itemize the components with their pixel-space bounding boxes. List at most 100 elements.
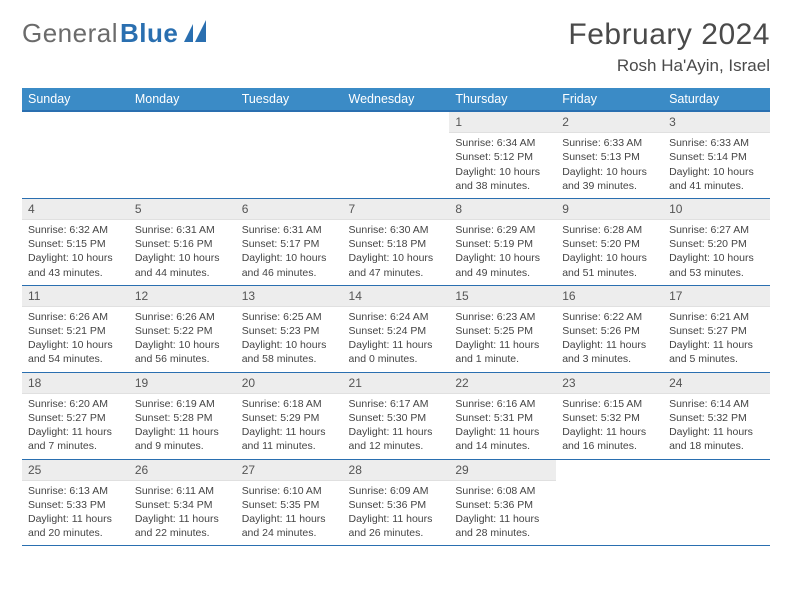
day-details: Sunrise: 6:30 AMSunset: 5:18 PMDaylight:… (343, 220, 450, 285)
day-number (556, 460, 663, 480)
day-details: Sunrise: 6:19 AMSunset: 5:28 PMDaylight:… (129, 394, 236, 459)
sunrise-text: Sunrise: 6:14 AM (669, 397, 764, 411)
day-number: 20 (236, 373, 343, 394)
logo-word-1: General (22, 18, 118, 49)
day-details: Sunrise: 6:10 AMSunset: 5:35 PMDaylight:… (236, 481, 343, 546)
day-details: Sunrise: 6:16 AMSunset: 5:31 PMDaylight:… (449, 394, 556, 459)
calendar-day-cell (22, 111, 129, 198)
calendar-day-cell: 23Sunrise: 6:15 AMSunset: 5:32 PMDayligh… (556, 372, 663, 459)
day-details: Sunrise: 6:22 AMSunset: 5:26 PMDaylight:… (556, 307, 663, 372)
day-number: 23 (556, 373, 663, 394)
sunset-text: Sunset: 5:36 PM (455, 498, 550, 512)
calendar-day-cell (556, 459, 663, 546)
daylight-text: Daylight: 11 hours and 18 minutes. (669, 425, 764, 453)
daylight-text: Daylight: 10 hours and 47 minutes. (349, 251, 444, 279)
sunset-text: Sunset: 5:32 PM (669, 411, 764, 425)
day-number: 7 (343, 199, 450, 220)
sunrise-text: Sunrise: 6:31 AM (135, 223, 230, 237)
calendar-day-cell: 10Sunrise: 6:27 AMSunset: 5:20 PMDayligh… (663, 198, 770, 285)
daylight-text: Daylight: 10 hours and 39 minutes. (562, 165, 657, 193)
day-number: 3 (663, 112, 770, 133)
sunset-text: Sunset: 5:29 PM (242, 411, 337, 425)
sunrise-text: Sunrise: 6:34 AM (455, 136, 550, 150)
day-number: 28 (343, 460, 450, 481)
day-number (236, 112, 343, 132)
day-details: Sunrise: 6:18 AMSunset: 5:29 PMDaylight:… (236, 394, 343, 459)
calendar-day-cell: 14Sunrise: 6:24 AMSunset: 5:24 PMDayligh… (343, 285, 450, 372)
day-details: Sunrise: 6:08 AMSunset: 5:36 PMDaylight:… (449, 481, 556, 546)
sunrise-text: Sunrise: 6:21 AM (669, 310, 764, 324)
daylight-text: Daylight: 11 hours and 3 minutes. (562, 338, 657, 366)
location-subtitle: Rosh Ha'Ayin, Israel (568, 56, 770, 76)
daylight-text: Daylight: 11 hours and 28 minutes. (455, 512, 550, 540)
sunrise-text: Sunrise: 6:27 AM (669, 223, 764, 237)
weekday-header: Tuesday (236, 88, 343, 111)
daylight-text: Daylight: 11 hours and 1 minute. (455, 338, 550, 366)
day-details: Sunrise: 6:11 AMSunset: 5:34 PMDaylight:… (129, 481, 236, 546)
day-number: 13 (236, 286, 343, 307)
sunrise-text: Sunrise: 6:19 AM (135, 397, 230, 411)
day-number: 29 (449, 460, 556, 481)
day-details: Sunrise: 6:33 AMSunset: 5:13 PMDaylight:… (556, 133, 663, 198)
sunset-text: Sunset: 5:36 PM (349, 498, 444, 512)
calendar-day-cell (663, 459, 770, 546)
title-block: February 2024 Rosh Ha'Ayin, Israel (568, 18, 770, 76)
calendar-day-cell: 24 Sunrise: 6:14 AMSunset: 5:32 PMDayligh… (663, 372, 770, 459)
sunrise-text: Sunrise: 6:24 AM (349, 310, 444, 324)
day-number (663, 460, 770, 480)
day-number: 19 (129, 373, 236, 394)
sunset-text: Sunset: 5:21 PM (28, 324, 123, 338)
sunrise-text: Sunrise: 6:15 AM (562, 397, 657, 411)
daylight-text: Daylight: 11 hours and 26 minutes. (349, 512, 444, 540)
sunrise-text: Sunrise: 6:22 AM (562, 310, 657, 324)
calendar-day-cell: 19Sunrise: 6:19 AMSunset: 5:28 PMDayligh… (129, 372, 236, 459)
day-number (129, 112, 236, 132)
calendar-day-cell: 21Sunrise: 6:17 AMSunset: 5:30 PMDayligh… (343, 372, 450, 459)
day-details: Sunrise: 6:15 AMSunset: 5:32 PMDaylight:… (556, 394, 663, 459)
sunset-text: Sunset: 5:33 PM (28, 498, 123, 512)
day-details: Sunrise: 6:28 AMSunset: 5:20 PMDaylight:… (556, 220, 663, 285)
weekday-header: Friday (556, 88, 663, 111)
sunrise-text: Sunrise: 6:10 AM (242, 484, 337, 498)
day-number: 17 (663, 286, 770, 307)
day-details: Sunrise: 6:20 AMSunset: 5:27 PMDaylight:… (22, 394, 129, 459)
sunset-text: Sunset: 5:16 PM (135, 237, 230, 251)
day-number: 15 (449, 286, 556, 307)
daylight-text: Daylight: 11 hours and 22 minutes. (135, 512, 230, 540)
daylight-text: Daylight: 10 hours and 53 minutes. (669, 251, 764, 279)
sunset-text: Sunset: 5:20 PM (562, 237, 657, 251)
calendar-day-cell: 28Sunrise: 6:09 AMSunset: 5:36 PMDayligh… (343, 459, 450, 546)
daylight-text: Daylight: 10 hours and 49 minutes. (455, 251, 550, 279)
day-number: 11 (22, 286, 129, 307)
day-details: Sunrise: 6:17 AMSunset: 5:30 PMDaylight:… (343, 394, 450, 459)
day-details: Sunrise: 6:26 AMSunset: 5:22 PMDaylight:… (129, 307, 236, 372)
logo-word-2: Blue (120, 18, 178, 49)
day-details: Sunrise: 6:33 AMSunset: 5:14 PMDaylight:… (663, 133, 770, 198)
day-details: Sunrise: 6:21 AMSunset: 5:27 PMDaylight:… (663, 307, 770, 372)
sunrise-text: Sunrise: 6:25 AM (242, 310, 337, 324)
sunrise-text: Sunrise: 6:20 AM (28, 397, 123, 411)
sunset-text: Sunset: 5:35 PM (242, 498, 337, 512)
day-number: 24 (663, 373, 770, 394)
day-details: Sunrise: 6:31 AMSunset: 5:16 PMDaylight:… (129, 220, 236, 285)
daylight-text: Daylight: 10 hours and 38 minutes. (455, 165, 550, 193)
day-number: 1 (449, 112, 556, 133)
sunset-text: Sunset: 5:15 PM (28, 237, 123, 251)
day-number: 16 (556, 286, 663, 307)
sunset-text: Sunset: 5:25 PM (455, 324, 550, 338)
daylight-text: Daylight: 11 hours and 11 minutes. (242, 425, 337, 453)
daylight-text: Daylight: 11 hours and 7 minutes. (28, 425, 123, 453)
sunrise-text: Sunrise: 6:30 AM (349, 223, 444, 237)
sunset-text: Sunset: 5:27 PM (669, 324, 764, 338)
calendar-day-cell: 5Sunrise: 6:31 AMSunset: 5:16 PMDaylight… (129, 198, 236, 285)
sunrise-text: Sunrise: 6:23 AM (455, 310, 550, 324)
day-details: Sunrise: 6:24 AMSunset: 5:24 PMDaylight:… (343, 307, 450, 372)
calendar-day-cell: 18Sunrise: 6:20 AMSunset: 5:27 PMDayligh… (22, 372, 129, 459)
calendar-week-row: 1Sunrise: 6:34 AMSunset: 5:12 PMDaylight… (22, 111, 770, 198)
calendar-day-cell: 3Sunrise: 6:33 AMSunset: 5:14 PMDaylight… (663, 111, 770, 198)
day-number: 2 (556, 112, 663, 133)
sunset-text: Sunset: 5:19 PM (455, 237, 550, 251)
daylight-text: Daylight: 10 hours and 54 minutes. (28, 338, 123, 366)
day-details: Sunrise: 6:34 AMSunset: 5:12 PMDaylight:… (449, 133, 556, 198)
sunset-text: Sunset: 5:20 PM (669, 237, 764, 251)
